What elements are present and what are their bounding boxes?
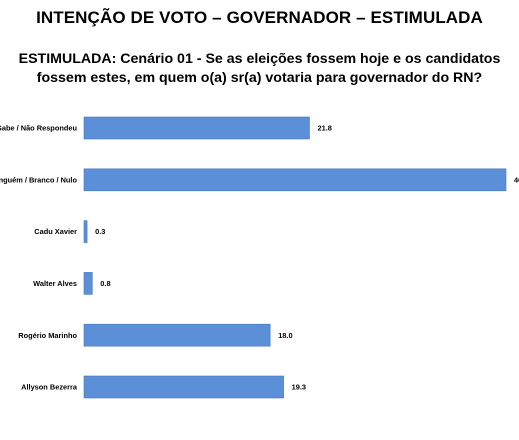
category-label: Walter Alves bbox=[33, 279, 77, 288]
chart-title: INTENÇÃO DE VOTO – GOVERNADOR – ESTIMULA… bbox=[36, 8, 483, 27]
value-label: 19.3 bbox=[292, 383, 306, 392]
subtitle-line-2: fossem estes, em quem o(a) sr(a) votaria… bbox=[36, 70, 483, 86]
chart-subtitle: ESTIMULADA: Cenário 01 - Se as eleições … bbox=[0, 50, 519, 88]
bar bbox=[83, 220, 88, 243]
category-label: Allyson Bezerra bbox=[21, 383, 78, 392]
value-label: 18.0 bbox=[278, 331, 292, 340]
category-label: Cadu Xavier bbox=[34, 227, 77, 236]
category-label: Não Sabe / Não Respondeu bbox=[0, 124, 77, 133]
value-label: 0.3 bbox=[95, 227, 105, 236]
bar bbox=[83, 323, 271, 347]
bar bbox=[83, 168, 507, 192]
value-label: 40.8 bbox=[514, 175, 519, 184]
bar bbox=[83, 375, 284, 399]
value-label: 0.8 bbox=[100, 279, 110, 288]
category-label: Ninguém / Branco / Nulo bbox=[0, 175, 77, 184]
category-label: Rogério Marinho bbox=[18, 331, 77, 340]
bar bbox=[83, 116, 310, 140]
value-label: 21.8 bbox=[318, 124, 332, 133]
bar bbox=[83, 272, 93, 295]
subtitle-line-1: ESTIMULADA: Cenário 01 - Se as eleições … bbox=[18, 51, 501, 67]
